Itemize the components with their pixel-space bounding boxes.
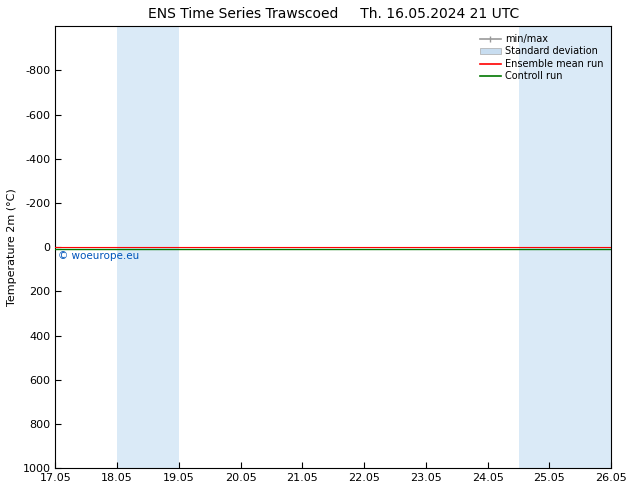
Bar [550,26,611,468]
Bar [117,26,148,468]
Bar [148,26,179,468]
Bar [519,26,550,468]
Legend: min/max, Standard deviation, Ensemble mean run, Controll run: min/max, Standard deviation, Ensemble me… [477,31,606,84]
Title: ENS Time Series Trawscoed     Th. 16.05.2024 21 UTC: ENS Time Series Trawscoed Th. 16.05.2024… [148,7,519,21]
Text: © woeurope.eu: © woeurope.eu [58,251,139,261]
Y-axis label: Temperature 2m (°C): Temperature 2m (°C) [7,188,17,306]
